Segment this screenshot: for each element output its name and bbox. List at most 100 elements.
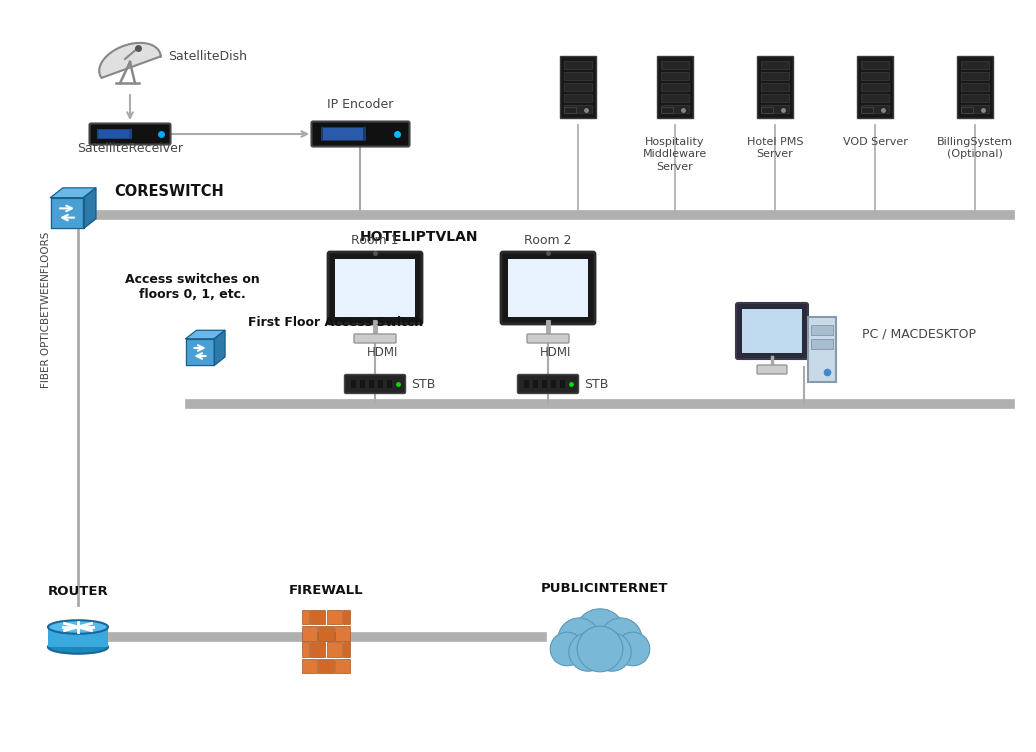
Bar [661, 105, 689, 113]
Text: STB: STB [411, 378, 435, 390]
Bar [310, 642, 325, 657]
Bar [811, 325, 833, 335]
Text: First Floor Access Switch: First Floor Access Switch [248, 316, 424, 329]
Text: VOD Server: VOD Server [842, 137, 908, 147]
Text: HOTELIPTVLAN: HOTELIPTVLAN [359, 230, 479, 244]
Bar [961, 105, 989, 113]
Text: CORESWITCH: CORESWITCH [114, 183, 224, 199]
FancyBboxPatch shape [527, 334, 569, 343]
FancyBboxPatch shape [518, 374, 578, 393]
Text: SatelliteDish: SatelliteDish [168, 50, 247, 62]
Bar [321, 127, 366, 141]
Circle shape [575, 609, 625, 660]
Bar [508, 259, 588, 317]
Polygon shape [51, 198, 84, 229]
FancyBboxPatch shape [354, 334, 396, 343]
Text: PC / MACDESKTOP: PC / MACDESKTOP [862, 328, 976, 341]
Bar [301, 659, 317, 673]
Bar [761, 72, 789, 80]
Bar [742, 309, 802, 353]
Bar [387, 380, 392, 388]
Circle shape [616, 632, 650, 666]
Bar [326, 610, 342, 624]
Text: Room 1: Room 1 [351, 234, 399, 247]
Polygon shape [185, 330, 225, 338]
Bar [335, 659, 350, 673]
Bar [961, 83, 989, 91]
Polygon shape [84, 188, 95, 229]
Bar [861, 105, 889, 113]
Bar [861, 72, 889, 80]
Bar [335, 259, 415, 317]
Text: HDMI: HDMI [368, 346, 399, 359]
Polygon shape [51, 188, 95, 198]
Bar [301, 610, 309, 624]
Bar [351, 380, 356, 388]
Bar [808, 317, 836, 382]
Text: FIBER OPTICBETWEENFLOORS: FIBER OPTICBETWEENFLOORS [41, 232, 51, 388]
Text: BillingSystem
(Optional): BillingSystem (Optional) [937, 137, 1013, 159]
Circle shape [558, 618, 600, 660]
Bar [326, 642, 342, 657]
Bar [564, 72, 592, 80]
Bar [564, 107, 576, 113]
Bar [301, 642, 309, 657]
Bar [661, 107, 673, 113]
Polygon shape [214, 330, 225, 365]
Circle shape [550, 632, 584, 666]
FancyBboxPatch shape [89, 123, 171, 144]
Bar [533, 380, 538, 388]
Bar [344, 610, 350, 624]
Bar [961, 61, 989, 69]
Text: Hotel PMS
Server: Hotel PMS Server [747, 137, 803, 159]
Circle shape [600, 618, 642, 660]
FancyBboxPatch shape [736, 303, 808, 359]
Circle shape [593, 632, 631, 672]
Bar [318, 626, 334, 641]
Bar [857, 56, 893, 118]
Bar [761, 107, 773, 113]
Polygon shape [185, 338, 214, 365]
Bar [757, 56, 793, 118]
Circle shape [577, 626, 623, 672]
Bar [661, 61, 689, 69]
Bar [657, 56, 693, 118]
Bar [811, 339, 833, 349]
FancyBboxPatch shape [757, 365, 787, 374]
Bar [661, 72, 689, 80]
Text: Hospitality
Middleware
Server: Hospitality Middleware Server [643, 137, 708, 171]
Bar [661, 94, 689, 102]
Bar [335, 626, 350, 641]
Bar [961, 107, 973, 113]
Bar [961, 94, 989, 102]
Text: SatelliteReceiver: SatelliteReceiver [77, 142, 183, 155]
Text: Room 2: Room 2 [524, 234, 572, 247]
Circle shape [569, 632, 607, 672]
Text: PUBLICINTERNET: PUBLICINTERNET [541, 582, 669, 595]
Polygon shape [48, 627, 108, 647]
FancyBboxPatch shape [328, 252, 422, 324]
Bar [564, 83, 592, 91]
Ellipse shape [48, 640, 108, 653]
Bar [661, 83, 689, 91]
Bar [378, 380, 383, 388]
Bar [861, 107, 873, 113]
Bar [318, 659, 334, 673]
Bar [310, 610, 325, 624]
Text: STB: STB [584, 378, 608, 390]
Bar [560, 56, 596, 118]
Bar [551, 380, 556, 388]
Bar [542, 380, 547, 388]
Bar [761, 61, 789, 69]
Text: IP Encoder: IP Encoder [326, 98, 394, 111]
Bar [323, 128, 363, 140]
Bar [861, 83, 889, 91]
Bar [564, 105, 592, 113]
Bar [861, 61, 889, 69]
Ellipse shape [48, 620, 108, 634]
Bar [761, 83, 789, 91]
Bar [301, 626, 317, 641]
Bar [99, 130, 130, 138]
Bar [761, 105, 789, 113]
Bar [564, 61, 592, 69]
